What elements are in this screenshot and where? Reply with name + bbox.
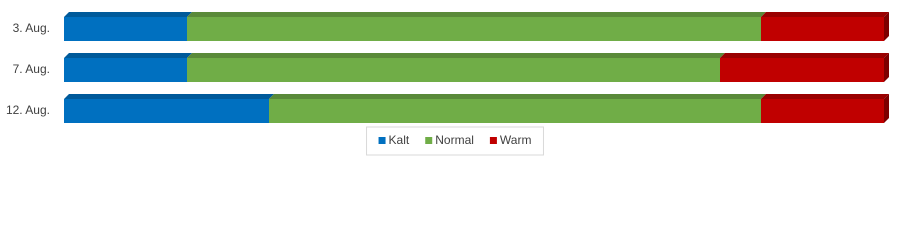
legend-swatch xyxy=(378,137,386,144)
bar-top xyxy=(761,94,889,99)
legend: Kalt Normal Warm xyxy=(366,126,544,156)
y-tick-label: 3. Aug. xyxy=(13,21,50,35)
bar-side xyxy=(884,94,889,123)
legend-label: Kalt xyxy=(389,133,410,147)
bar-segment xyxy=(64,17,187,41)
bar-top xyxy=(720,53,889,58)
bar-segment xyxy=(269,99,761,123)
chart: 3. Aug. 7. Aug. 12. Aug. Kalt Normal Warm xyxy=(6,12,889,156)
y-tick-label: 12. Aug. xyxy=(6,103,50,117)
legend-swatch xyxy=(425,137,433,144)
bar-segment xyxy=(761,99,884,123)
bar-segment xyxy=(187,17,761,41)
y-tick-label: 7. Aug. xyxy=(13,62,50,76)
bar-top xyxy=(761,12,889,17)
legend-label: Normal xyxy=(435,133,474,147)
bar-side xyxy=(884,53,889,82)
bar-top xyxy=(64,94,274,99)
bar-segment xyxy=(720,58,884,82)
bar-top xyxy=(187,12,766,17)
legend-box xyxy=(366,126,544,156)
bar-top xyxy=(269,94,766,99)
bar-segment xyxy=(64,58,187,82)
legend-swatch xyxy=(489,137,497,144)
bar-segment xyxy=(64,99,269,123)
bar-top xyxy=(64,12,192,17)
bar-top xyxy=(64,53,192,58)
bar-top xyxy=(187,53,725,58)
bar-segment xyxy=(761,17,884,41)
bar-segment xyxy=(187,58,720,82)
page: {"chart_data": {"type": "stacked-bar-100… xyxy=(5,12,889,156)
bar-side xyxy=(884,12,889,41)
legend-label: Warm xyxy=(500,133,532,147)
